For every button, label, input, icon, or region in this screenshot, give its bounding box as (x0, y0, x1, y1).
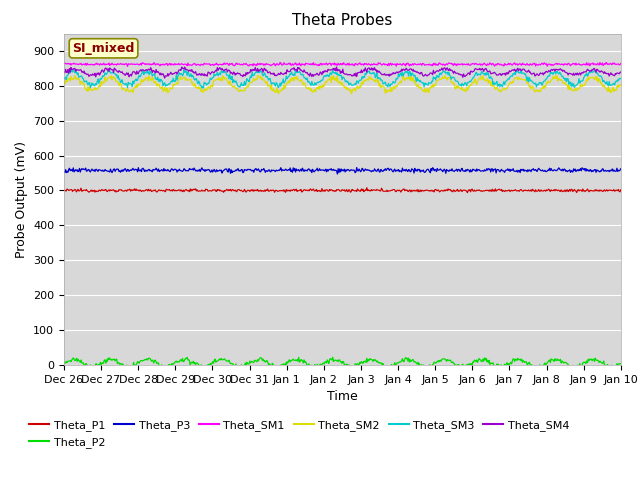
Text: SI_mixed: SI_mixed (72, 42, 135, 55)
X-axis label: Time: Time (327, 390, 358, 403)
Y-axis label: Probe Output (mV): Probe Output (mV) (15, 141, 28, 258)
Legend: Theta_P1, Theta_P2, Theta_P3, Theta_SM1, Theta_SM2, Theta_SM3, Theta_SM4: Theta_P1, Theta_P2, Theta_P3, Theta_SM1,… (25, 416, 573, 452)
Title: Theta Probes: Theta Probes (292, 13, 392, 28)
